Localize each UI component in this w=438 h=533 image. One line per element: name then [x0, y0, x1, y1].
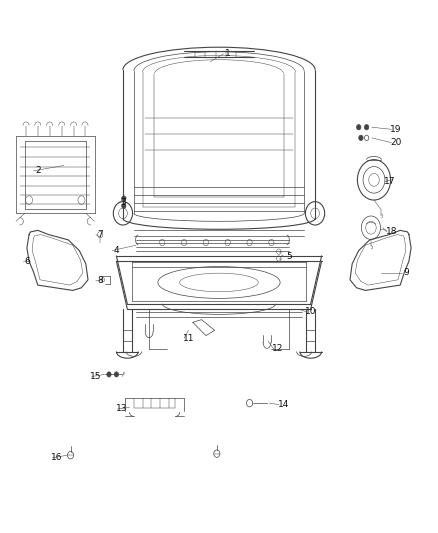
Text: 19: 19 — [390, 125, 402, 134]
Circle shape — [114, 372, 119, 377]
Text: 12: 12 — [272, 344, 284, 353]
Text: 11: 11 — [183, 334, 194, 343]
Circle shape — [107, 372, 111, 377]
Text: 10: 10 — [305, 307, 316, 316]
Text: 16: 16 — [51, 454, 62, 463]
Text: 1: 1 — [225, 50, 231, 58]
Circle shape — [122, 196, 126, 201]
Text: 20: 20 — [390, 138, 402, 147]
Circle shape — [364, 125, 369, 130]
Circle shape — [359, 135, 363, 141]
Text: 2: 2 — [35, 166, 41, 175]
Text: 6: 6 — [24, 257, 30, 265]
Text: 7: 7 — [97, 230, 103, 239]
Text: 3: 3 — [120, 198, 126, 207]
Circle shape — [357, 125, 361, 130]
Text: 5: 5 — [286, 253, 292, 261]
Circle shape — [122, 203, 126, 208]
Text: 18: 18 — [386, 228, 397, 237]
Text: 13: 13 — [117, 405, 128, 414]
Text: 4: 4 — [113, 246, 119, 255]
Text: 17: 17 — [384, 177, 395, 186]
Text: 9: 9 — [404, 269, 410, 277]
Text: 8: 8 — [97, 276, 103, 285]
Text: 14: 14 — [278, 400, 290, 409]
Text: 15: 15 — [90, 372, 102, 381]
